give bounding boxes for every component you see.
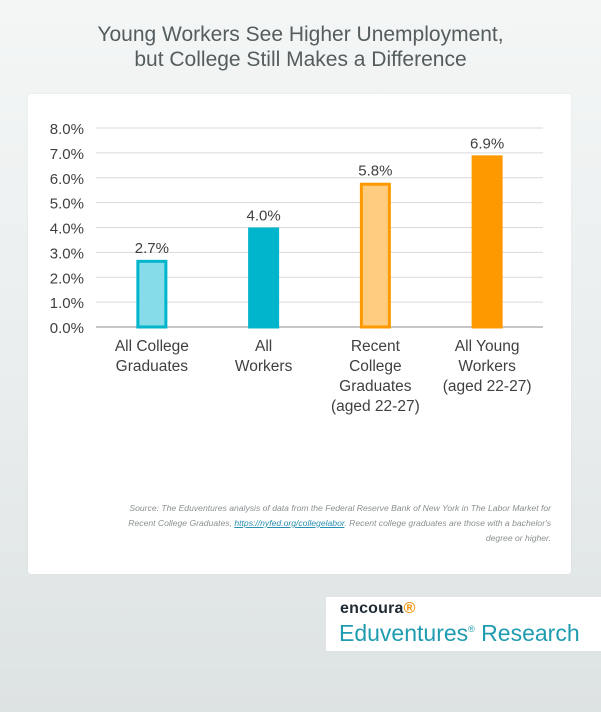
bar-chart: 0.0% 1.0% 2.0% 3.0% 4.0% 5.0% 6.0% 7.0% 8.0% 2.7%… <box>50 121 543 415</box>
x-tick-label: Workers <box>235 358 293 375</box>
chart-title: Young Workers See Higher Unemployment, b… <box>0 22 601 72</box>
bar <box>136 259 168 329</box>
source-text-suffix: . Recent college graduates are those wit… <box>344 518 551 543</box>
x-tick-label: (aged 22-27) <box>443 378 532 395</box>
source-text-prefix: Source: The Eduventures analysis of data… <box>128 503 551 528</box>
bar-value-label: 6.9% <box>470 135 504 152</box>
y-tick-label: 4.0% <box>50 221 84 238</box>
y-tick-label: 6.0% <box>50 171 84 188</box>
x-tick-label: All Young <box>455 338 520 355</box>
x-tick-label: Recent <box>351 338 401 355</box>
bar-value-label: 5.8% <box>358 163 392 180</box>
source-link[interactable]: https://nyfed.org/collegelabor <box>234 518 345 528</box>
encoura-wordmark-text: encoura <box>340 600 404 617</box>
y-tick-label: 2.0% <box>50 270 84 287</box>
bar <box>471 155 503 329</box>
bar-value-label: 2.7% <box>135 240 169 257</box>
bar-value-label: 4.0% <box>247 208 281 225</box>
encoura-wordmark: encoura® <box>340 600 416 618</box>
eduventures-text: Eduventures <box>339 620 469 646</box>
encoura-eduventures-logo: encoura® Eduventures® Research <box>326 597 601 651</box>
y-tick-label: 1.0% <box>50 295 84 312</box>
x-tick-label: (aged 22-27) <box>331 398 420 415</box>
x-tick-label: Graduates <box>116 358 189 375</box>
chart-card: 0.0% 1.0% 2.0% 3.0% 4.0% 5.0% 6.0% 7.0% 8.0% 2.7%… <box>28 94 571 574</box>
x-tick-label: All <box>255 338 272 355</box>
y-tick-label: 3.0% <box>50 245 84 262</box>
chart-title-line-1: Young Workers See Higher Unemployment, <box>97 23 504 46</box>
y-tick-label: 7.0% <box>50 146 84 163</box>
x-tick-label: Graduates <box>339 378 412 395</box>
x-tick-label: Workers <box>458 358 516 375</box>
chart-title-line-2: but College Still Makes a Difference <box>134 48 467 71</box>
eduventures-mark: ® <box>468 624 475 634</box>
eduventures-research-wordmark: Eduventures® Research <box>339 620 580 647</box>
y-tick-label: 0.0% <box>50 320 84 337</box>
y-tick-label: 5.0% <box>50 196 84 213</box>
x-tick-label: College <box>349 358 402 375</box>
y-tick-label: 8.0% <box>50 121 84 138</box>
research-text: Research <box>481 620 580 646</box>
encoura-mark: ® <box>403 600 416 617</box>
source-note: Source: The Eduventures analysis of data… <box>121 501 551 546</box>
bar <box>248 227 280 329</box>
x-tick-label: All College <box>115 338 189 355</box>
bar <box>359 182 391 329</box>
